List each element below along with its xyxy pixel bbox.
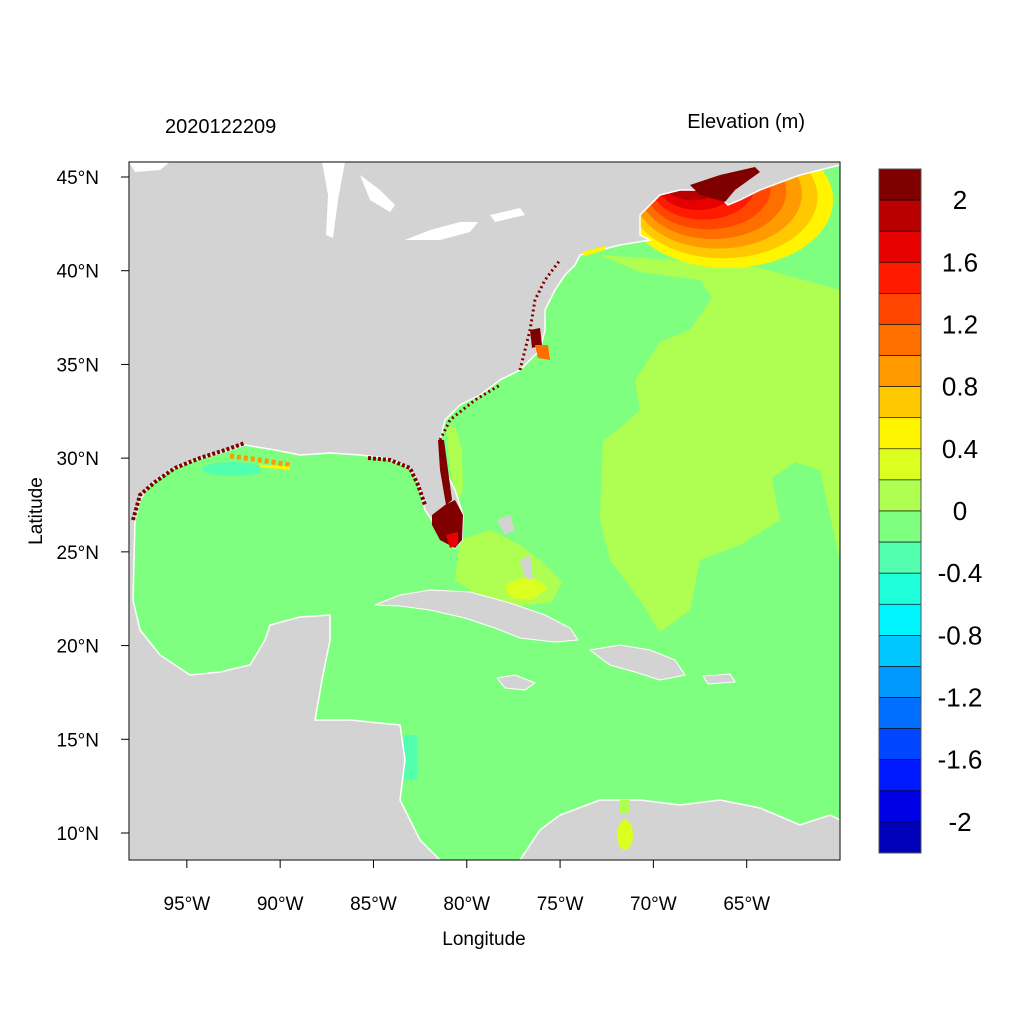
legend-title: Elevation (m) bbox=[687, 111, 805, 133]
map-area bbox=[129, 162, 840, 860]
colorbar-swatch bbox=[878, 199, 922, 232]
plot-frame bbox=[128, 161, 841, 861]
y-axis-label: Latitude bbox=[26, 477, 47, 545]
island-cuba bbox=[374, 589, 579, 643]
colorbar-label: 0.8 bbox=[942, 372, 978, 402]
chesapeake-inundation bbox=[530, 328, 542, 348]
colorbar-swatch bbox=[878, 230, 922, 263]
colorbar-label: -1.2 bbox=[938, 683, 983, 713]
florida-inundation-tip bbox=[446, 532, 458, 548]
colorbar-label: 0 bbox=[953, 496, 967, 526]
colorbar-swatch bbox=[878, 790, 922, 823]
y-tick-label: 25°N bbox=[57, 543, 99, 564]
colorbar-swatch bbox=[878, 759, 922, 792]
colorbar-label: 1.2 bbox=[942, 309, 978, 339]
colorbar-label: -0.4 bbox=[938, 558, 983, 588]
mid-atlantic-inundation bbox=[438, 259, 562, 441]
colorbar-frame bbox=[878, 168, 922, 854]
gulf-coast-surge-yellow bbox=[259, 464, 291, 470]
lake-maracaibo bbox=[617, 820, 633, 850]
x-tick-label: 90°W bbox=[257, 894, 304, 915]
colorbar: 2 1.6 1.2 0.8 0.4 0 -0.4 -0.8 -1.2 -1.6 -2 bbox=[878, 168, 983, 854]
y-tick-label: 15°N bbox=[57, 730, 99, 751]
colorbar-swatch bbox=[878, 635, 922, 667]
gulf-coast-inundation bbox=[131, 441, 427, 521]
x-tick-label: 85°W bbox=[350, 894, 397, 915]
florida-east-inundation bbox=[438, 440, 452, 505]
island-jamaica bbox=[496, 674, 537, 691]
chesapeake-surge bbox=[535, 345, 550, 360]
colorbar-swatch bbox=[878, 479, 922, 512]
x-axis-ticks: 95°W 90°W 85°W 80°W 75°W 70°W 65°W bbox=[164, 860, 770, 915]
colorbar-label: -0.8 bbox=[938, 620, 983, 650]
colorbar-label: 2 bbox=[953, 185, 967, 215]
y-tick-label: 30°N bbox=[57, 449, 99, 470]
fundy-inundation bbox=[690, 167, 760, 202]
x-tick-label: 70°W bbox=[630, 894, 677, 915]
x-tick-label: 65°W bbox=[723, 894, 770, 915]
x-tick-label: 75°W bbox=[537, 894, 584, 915]
colorbar-swatch bbox=[878, 324, 922, 356]
colorbar-swatch bbox=[878, 355, 922, 387]
gulf-coast-surge bbox=[229, 453, 291, 468]
colorbar-label: 1.6 bbox=[942, 247, 978, 277]
island-bahamas bbox=[497, 515, 533, 580]
colorbar-swatch bbox=[878, 293, 922, 325]
y-tick-label: 20°N bbox=[57, 637, 99, 658]
colorbar-swatch bbox=[878, 603, 922, 636]
colorbar-swatch bbox=[878, 541, 922, 574]
colorbar-swatch bbox=[878, 821, 922, 854]
island-puerto-rico bbox=[702, 673, 736, 685]
colorbar-swatch bbox=[878, 666, 922, 698]
negative-anomaly-patch bbox=[404, 735, 417, 780]
colorbar-swatch bbox=[878, 572, 922, 605]
x-tick-label: 80°W bbox=[443, 894, 490, 915]
colorbar-swatch bbox=[878, 728, 922, 761]
colorbar-swatch bbox=[878, 510, 922, 543]
y-tick-label: 40°N bbox=[57, 262, 99, 283]
land-south-america bbox=[519, 799, 840, 860]
colorbar-swatch bbox=[878, 261, 922, 294]
colorbar-label: 0.4 bbox=[942, 434, 978, 464]
x-tick-label: 95°W bbox=[164, 894, 211, 915]
x-axis-label: Longitude bbox=[442, 929, 525, 950]
colorbar-label: -2 bbox=[948, 807, 971, 837]
elevation-band-0-0.2 bbox=[600, 255, 840, 632]
map-date-title: 2020122209 bbox=[165, 116, 276, 138]
elevation-band-0-0.2-florida bbox=[446, 425, 463, 500]
negative-anomaly-patch bbox=[202, 462, 262, 476]
land-north-america bbox=[129, 162, 840, 860]
colorbar-swatch bbox=[878, 168, 922, 201]
y-tick-label: 45°N bbox=[57, 168, 99, 189]
y-tick-label: 10°N bbox=[57, 824, 99, 845]
great-lakes bbox=[129, 162, 525, 240]
colorbar-swatch bbox=[878, 697, 922, 729]
colorbar-label: -1.6 bbox=[938, 745, 983, 775]
y-tick-label: 35°N bbox=[57, 355, 99, 376]
colorbar-swatch bbox=[878, 417, 922, 450]
y-axis-ticks: 10°N 15°N 20°N 25°N 30°N 35°N 40°N 45°N bbox=[57, 168, 129, 845]
colorbar-swatch bbox=[878, 386, 922, 419]
long-island-surge bbox=[582, 246, 605, 256]
elevation-band-0.2-0.4-bahamas bbox=[505, 575, 548, 600]
colorbar-swatch bbox=[878, 448, 922, 481]
maracaibo-strip bbox=[620, 800, 630, 814]
island-hispaniola bbox=[588, 644, 686, 681]
